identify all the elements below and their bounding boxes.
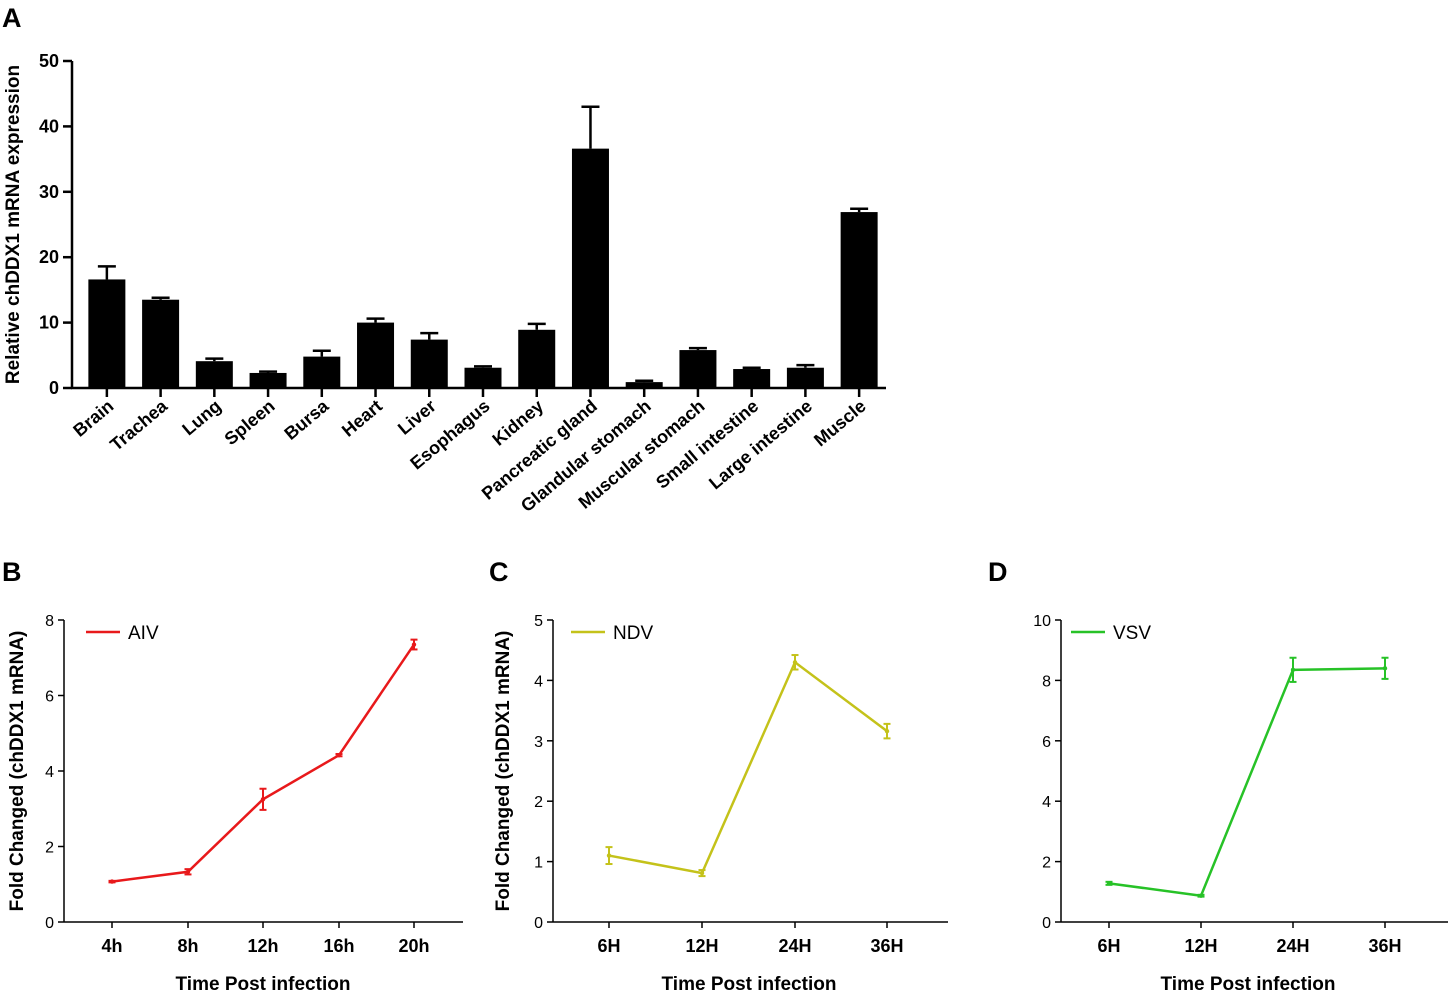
data-point xyxy=(606,853,612,858)
bar xyxy=(786,367,824,388)
data-point xyxy=(1198,893,1204,898)
series-line-vsv xyxy=(1108,667,1386,898)
x-tick-label: 36H xyxy=(870,936,903,956)
y-tick-label: 2 xyxy=(534,794,543,811)
x-tick-label: 36H xyxy=(1368,936,1401,956)
panel-b-letter: B xyxy=(2,557,22,587)
bar xyxy=(840,212,878,388)
legend-label: VSV xyxy=(1113,623,1151,644)
bar xyxy=(88,279,126,388)
y-tick-label: 4 xyxy=(534,673,543,690)
data-point xyxy=(411,642,417,647)
x-axis-title: Time Post infection xyxy=(176,974,351,994)
panel-d-letter: D xyxy=(988,557,1008,587)
data-point xyxy=(1290,667,1296,673)
x-tick-label: Heart xyxy=(338,396,386,441)
legend-label: AIV xyxy=(128,623,159,644)
x-tick-label: 12h xyxy=(247,936,278,956)
data-point xyxy=(336,752,342,758)
y-tick-label: 50 xyxy=(39,51,59,71)
y-tick-label: 0 xyxy=(1042,915,1051,932)
y-tick-label: 6 xyxy=(45,689,54,706)
y-tick-label: 8 xyxy=(1042,673,1051,690)
bar xyxy=(303,356,341,388)
x-tick-label: Brain xyxy=(69,396,117,441)
series-line-ndv xyxy=(608,660,888,875)
data-point xyxy=(792,660,798,665)
panel-a-letter: A xyxy=(2,3,22,33)
x-tick-label: Lung xyxy=(178,396,225,440)
y-tick-label: 4 xyxy=(1042,794,1051,811)
y-tick-label: 2 xyxy=(45,840,54,857)
y-tick-label: 3 xyxy=(534,734,543,751)
bar xyxy=(249,372,287,388)
x-tick-label: 8h xyxy=(177,936,198,956)
y-tick-label: 2 xyxy=(1042,855,1051,872)
x-tick-label: Bursa xyxy=(280,395,333,444)
bar xyxy=(679,350,717,388)
y-axis-title: Relative chDDX1 mRNA expression xyxy=(3,65,24,384)
x-tick-label: Trachea xyxy=(106,395,172,455)
x-tick-label: 12H xyxy=(685,936,718,956)
y-tick-label: 0 xyxy=(49,378,59,398)
y-tick-label: 10 xyxy=(39,313,59,333)
x-tick-label: Spleen xyxy=(221,396,279,449)
panel-d-line-chart: 0 2 4 6 8 10 6H 12H 24H 36H VSV Time Post infection xyxy=(1033,613,1448,994)
y-tick-label: 6 xyxy=(1042,734,1051,751)
x-tick-label: Liver xyxy=(394,396,440,439)
x-tick-label: 24H xyxy=(778,936,811,956)
x-tick-label: 12H xyxy=(1184,936,1217,956)
bar xyxy=(410,339,448,388)
x-tick-label: 6H xyxy=(1097,936,1120,956)
y-tick-label: 0 xyxy=(45,915,54,932)
bar xyxy=(625,382,663,388)
y-axis-title: Fold Changed (chDDX1 mRNA) xyxy=(7,631,28,912)
panel-c-line-chart: 0 1 2 3 4 5 6H 12H 24H 36H NDV Time Post infection F… xyxy=(493,613,948,994)
data-point xyxy=(185,869,191,874)
panel-c-letter: C xyxy=(489,557,509,587)
panel-a-bar-chart: 0 10 20 30 40 50 Relative chDDX1 mRNA expressi… xyxy=(3,51,886,516)
bar xyxy=(571,148,609,388)
data-point xyxy=(884,728,890,734)
bar xyxy=(357,322,395,388)
series-line-aiv xyxy=(111,643,416,883)
x-axis-title: Time Post infection xyxy=(662,974,837,994)
y-tick-label: 1 xyxy=(534,855,543,872)
y-tick-label: 4 xyxy=(45,764,54,781)
bar xyxy=(142,299,180,388)
y-tick-label: 8 xyxy=(45,613,54,630)
x-axis-title: Time Post infection xyxy=(1161,974,1336,994)
y-axis-title: Fold Changed (chDDX1 mRNA) xyxy=(493,631,514,912)
x-tick-label: Muscle xyxy=(810,396,870,451)
x-tick-label: 16h xyxy=(323,936,354,956)
bar xyxy=(733,369,771,388)
y-tick-label: 0 xyxy=(534,915,543,932)
data-point xyxy=(109,879,115,884)
bar xyxy=(464,367,502,388)
panel-b-line-chart: 0 2 4 6 8 4h 8h 12h 16h 20h AIV Time Post infection… xyxy=(7,613,463,994)
data-point xyxy=(699,870,705,876)
x-tick-label: 20h xyxy=(398,936,429,956)
y-tick-label: 5 xyxy=(534,613,543,630)
x-tick-label: 4h xyxy=(101,936,122,956)
y-tick-label: 30 xyxy=(39,182,59,202)
data-point xyxy=(260,797,266,802)
bar xyxy=(518,329,556,388)
y-tick-label: 10 xyxy=(1033,613,1051,630)
x-tick-label: 6H xyxy=(597,936,620,956)
data-point xyxy=(1106,881,1112,886)
bar xyxy=(195,361,233,388)
y-tick-label: 40 xyxy=(39,116,59,136)
legend-label: NDV xyxy=(613,623,653,644)
y-tick-label: 20 xyxy=(39,247,59,267)
x-tick-label: 24H xyxy=(1276,936,1309,956)
data-point xyxy=(1382,666,1388,671)
